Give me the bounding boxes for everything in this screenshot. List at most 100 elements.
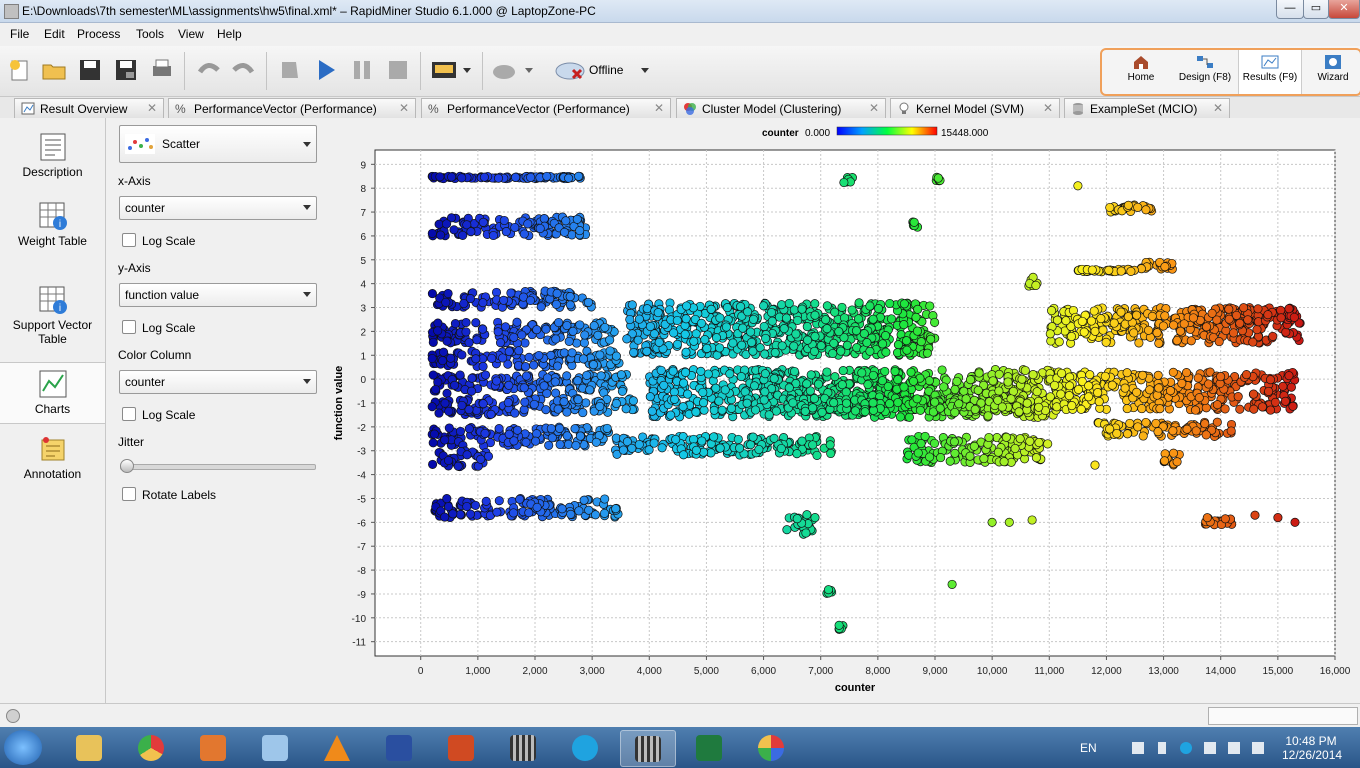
menu-view[interactable]: View — [178, 27, 204, 41]
chart-type-select[interactable]: Scatter — [119, 125, 317, 163]
start-button-icon[interactable] — [4, 730, 42, 765]
perspective-wizard[interactable]: Wizard — [1302, 50, 1360, 94]
data-point — [994, 369, 1004, 379]
taskbar-matlab[interactable] — [186, 730, 240, 765]
print-icon[interactable] — [148, 56, 176, 84]
close-tab-icon[interactable]: ✕ — [1042, 101, 1053, 115]
taskbar-virtualbox[interactable] — [248, 730, 302, 765]
minimize-button[interactable]: — — [1276, 0, 1304, 19]
taskbar-explorer[interactable] — [62, 730, 116, 765]
status-indicator-icon — [6, 709, 20, 723]
data-point — [618, 445, 628, 455]
close-button[interactable]: ✕ — [1328, 0, 1360, 19]
volume-icon[interactable] — [1228, 742, 1240, 754]
color-log-scale-checkbox[interactable] — [122, 407, 136, 421]
new-process-icon[interactable] — [6, 56, 34, 84]
close-tab-icon[interactable]: ✕ — [398, 101, 409, 115]
data-point — [629, 347, 639, 358]
data-point — [428, 337, 438, 347]
scatter-chart[interactable]: 0 1,000 2,000 3,000 4,000 5,000 6,000 7,000 8,00… — [320, 118, 1360, 703]
taskbar-vlc[interactable] — [310, 730, 364, 765]
pause-icon[interactable] — [348, 56, 376, 84]
flag-icon[interactable] — [1252, 742, 1264, 754]
data-point — [561, 216, 571, 226]
y-log-scale-checkbox[interactable] — [122, 320, 136, 334]
x-log-scale-checkbox[interactable] — [122, 233, 136, 247]
taskbar-excel[interactable] — [682, 730, 736, 765]
taskbar-devcpp[interactable] — [372, 730, 426, 765]
data-point — [873, 304, 884, 314]
offline-label[interactable]: Offline — [589, 63, 624, 77]
chevron-down-icon[interactable] — [641, 68, 649, 73]
nav-annotation[interactable]: Annotation — [0, 434, 105, 481]
color-column-select[interactable]: counter — [119, 370, 317, 394]
tab-example-set[interactable]: ExampleSet (MCIO) ✕ — [1064, 98, 1230, 118]
perspective-results[interactable]: Results (F9) — [1238, 50, 1302, 94]
data-point — [559, 397, 569, 407]
nav-charts[interactable]: Charts — [0, 362, 105, 424]
nav-support-vector-table[interactable]: i Support Vector Table — [0, 285, 105, 346]
open-folder-icon[interactable] — [40, 56, 68, 84]
y-axis-select[interactable]: function value — [119, 283, 317, 307]
data-point — [1132, 310, 1142, 320]
taskbar-rapidminer-1[interactable] — [496, 730, 550, 765]
nav-weight-table[interactable]: i Weight Table — [0, 201, 105, 248]
spellcheck-icon[interactable] — [430, 56, 458, 84]
data-point — [890, 366, 900, 376]
menu-tools[interactable]: Tools — [136, 27, 165, 41]
tab-cluster-model[interactable]: Cluster Model (Clustering) ✕ — [676, 98, 886, 118]
taskbar-powerpoint[interactable] — [434, 730, 488, 765]
data-point — [657, 443, 667, 453]
taskbar-skype[interactable] — [558, 730, 612, 765]
undo-icon[interactable] — [194, 56, 222, 84]
perspective-design[interactable]: Design (F8) — [1174, 50, 1236, 94]
network-icon[interactable] — [1204, 742, 1216, 754]
x-axis-select[interactable]: counter — [119, 196, 317, 220]
stop-icon[interactable] — [384, 56, 412, 84]
cloud-icon[interactable] — [490, 56, 518, 84]
menu-file[interactable]: File — [10, 27, 30, 41]
menu-edit[interactable]: Edit — [44, 27, 65, 41]
jitter-slider-track[interactable] — [120, 464, 316, 470]
rotate-labels-checkbox[interactable] — [122, 487, 136, 501]
close-tab-icon[interactable]: ✕ — [1212, 101, 1223, 115]
tab-performance-vector-1[interactable]: % PerformanceVector (Performance) ✕ — [168, 98, 416, 118]
data-point — [868, 398, 878, 408]
data-point — [578, 354, 589, 364]
step-icon[interactable] — [276, 56, 304, 84]
data-point — [510, 222, 520, 233]
tab-kernel-model[interactable]: Kernel Model (SVM) ✕ — [890, 98, 1060, 118]
taskbar-paint[interactable] — [744, 730, 798, 765]
nav-description[interactable]: Description — [0, 132, 105, 179]
save-as-icon[interactable] — [112, 56, 140, 84]
close-tab-icon[interactable]: ✕ — [868, 101, 879, 115]
taskbar-chrome[interactable] — [124, 730, 178, 765]
redo-icon[interactable] — [230, 56, 258, 84]
perspective-home[interactable]: Home — [1110, 50, 1172, 94]
save-icon[interactable] — [76, 56, 104, 84]
chevron-down-icon[interactable] — [463, 68, 471, 73]
tab-result-overview[interactable]: Result Overview ✕ — [14, 98, 164, 118]
chevron-down-icon[interactable] — [525, 68, 533, 73]
skype-tray-icon[interactable] — [1180, 742, 1192, 754]
language-indicator[interactable]: EN — [1080, 741, 1097, 755]
data-point — [509, 436, 519, 446]
close-tab-icon[interactable]: ✕ — [653, 101, 664, 115]
chart-area: 0 1,000 2,000 3,000 4,000 5,000 6,000 7,000 8,00… — [320, 118, 1360, 703]
run-icon[interactable] — [312, 56, 340, 84]
maximize-button[interactable]: ▭ — [1303, 0, 1329, 19]
data-point — [574, 171, 584, 181]
system-clock[interactable]: 10:48 PM 12/26/2014 — [1282, 734, 1343, 762]
offline-cloud-icon[interactable] — [553, 56, 587, 84]
taskbar-rapidminer-2[interactable] — [620, 730, 676, 767]
data-point — [1061, 316, 1071, 326]
jitter-slider-thumb[interactable] — [120, 459, 134, 473]
menu-help[interactable]: Help — [217, 27, 242, 41]
menu-process[interactable]: Process — [77, 27, 121, 41]
data-point — [1123, 200, 1133, 210]
data-point — [880, 331, 891, 341]
tab-performance-vector-2[interactable]: % PerformanceVector (Performance) ✕ — [421, 98, 671, 118]
dropbox-icon[interactable] — [1132, 742, 1144, 754]
close-tab-icon[interactable]: ✕ — [146, 101, 157, 115]
battery-icon[interactable] — [1158, 742, 1166, 754]
